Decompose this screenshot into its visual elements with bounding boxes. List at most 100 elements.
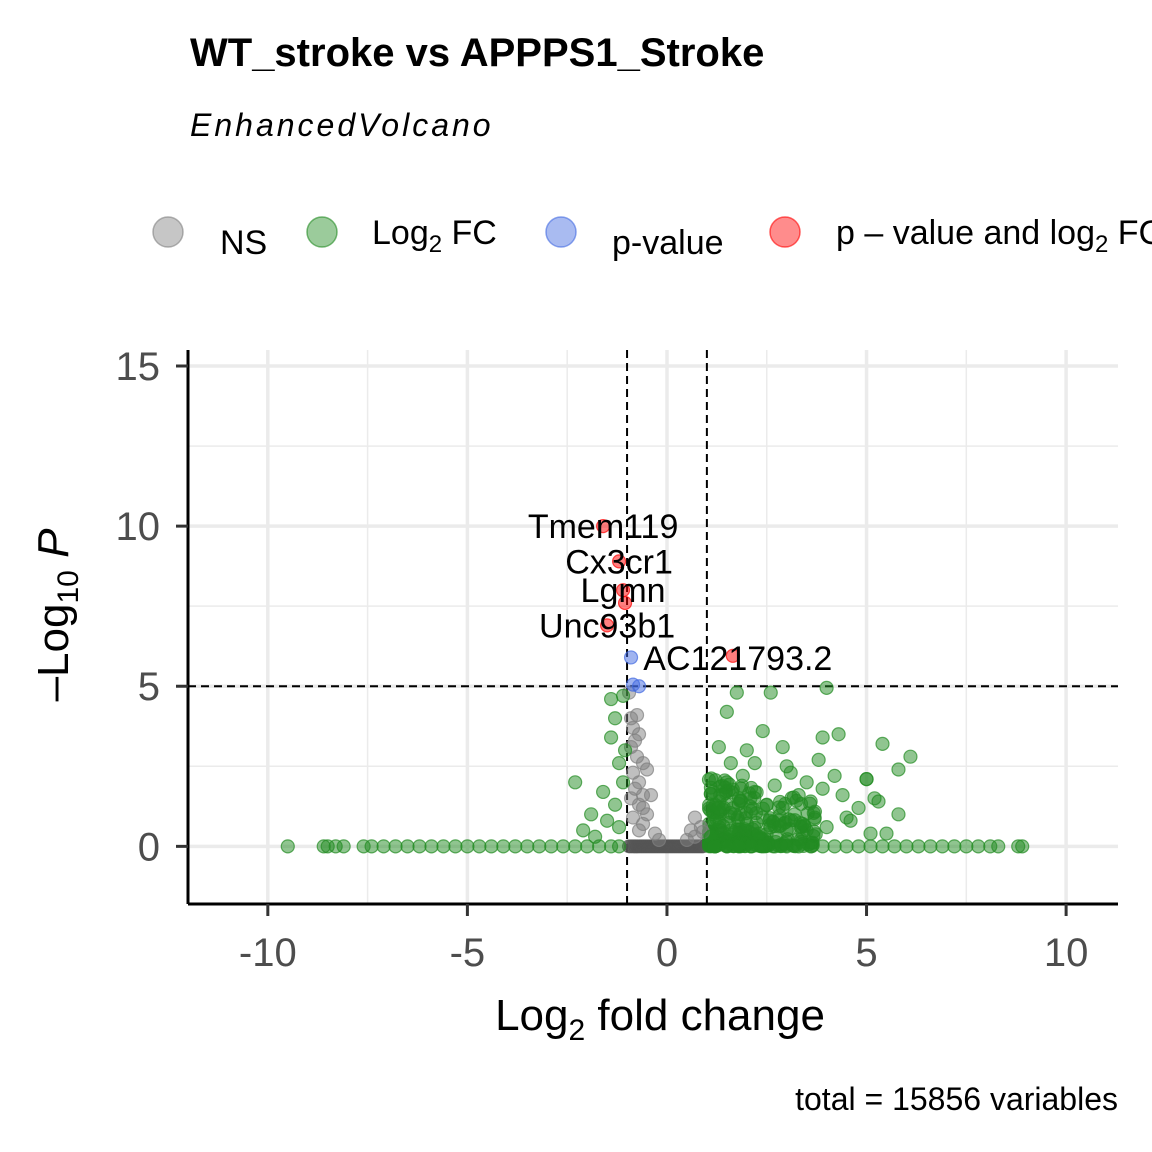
- data-point: [412, 839, 427, 854]
- data-point: [611, 839, 627, 854]
- data-point: [719, 704, 734, 719]
- data-point: [755, 810, 770, 825]
- data-point: [611, 554, 627, 569]
- data-point: [707, 839, 722, 854]
- data-point: [615, 688, 631, 703]
- data-point: [617, 595, 633, 611]
- data-point: [625, 810, 641, 825]
- legend-label: p – value and log2 FC: [836, 214, 1152, 258]
- data-point: [839, 839, 854, 854]
- data-point: [496, 839, 511, 854]
- y-axis-title: –Log10 P: [29, 528, 85, 702]
- data-point: [617, 743, 633, 758]
- data-point: [643, 788, 659, 803]
- x-tick-label: 0: [656, 931, 678, 975]
- data-point: [584, 807, 599, 822]
- data-point: [336, 839, 351, 854]
- data-point: [755, 723, 770, 739]
- data-point: [719, 775, 734, 790]
- series-ns: [621, 685, 710, 848]
- data-point: [727, 807, 742, 822]
- x-tick-label: 10: [1044, 931, 1089, 975]
- data-point: [731, 791, 746, 806]
- axes: -10 -5 0 5 10 0 5 10 15: [116, 345, 1118, 975]
- data-point: [811, 752, 826, 767]
- data-point: [879, 826, 894, 841]
- data-point: [795, 816, 810, 832]
- legend-key: [306, 216, 338, 248]
- data-point: [576, 823, 591, 838]
- data-point: [615, 775, 631, 790]
- data-point: [400, 839, 415, 854]
- data-point: [851, 800, 866, 816]
- data-point: [599, 618, 615, 633]
- legend-item-ns: NS: [152, 216, 267, 262]
- data-point: [763, 685, 778, 700]
- data-point: [947, 839, 962, 854]
- data-point: [827, 768, 842, 784]
- data-point: [859, 772, 874, 787]
- data-point: [875, 839, 890, 854]
- data-point: [731, 839, 746, 854]
- data-point: [959, 839, 974, 854]
- data-point: [603, 730, 619, 745]
- data-point: [779, 839, 794, 854]
- chart-subtitle: EnhancedVolcano: [190, 107, 494, 143]
- gene-label: Unc93b1: [539, 607, 675, 645]
- caption: total = 15856 variables: [795, 1081, 1118, 1117]
- data-point: [472, 839, 487, 854]
- data-point: [791, 788, 806, 803]
- data-point: [639, 762, 655, 777]
- legend-key: [152, 216, 184, 248]
- y-tick-label: 10: [116, 505, 161, 549]
- gene-label: Tmem119: [528, 508, 679, 546]
- data-point: [827, 839, 842, 854]
- legend: NS Log2 FC p-value p – value and log2 FC: [152, 214, 1152, 262]
- data-point: [747, 755, 762, 771]
- legend-key: [545, 216, 577, 248]
- data-point: [923, 839, 938, 854]
- data-point: [711, 800, 726, 816]
- data-point: [568, 775, 583, 790]
- chart-title: WT_stroke vs APPPS1_Stroke: [190, 31, 764, 75]
- data-point: [599, 813, 615, 828]
- data-point: [596, 784, 611, 800]
- legend-item-p: p-value: [545, 216, 724, 262]
- data-point: [532, 839, 547, 854]
- data-point: [891, 807, 906, 822]
- data-point: [635, 800, 651, 816]
- data-point: [376, 839, 391, 854]
- data-point: [799, 775, 814, 790]
- data-point: [767, 778, 782, 793]
- data-point: [739, 743, 754, 758]
- data-point: [807, 810, 822, 825]
- data-point: [971, 839, 986, 854]
- data-point: [631, 823, 647, 838]
- data-point: [815, 839, 830, 854]
- data-point: [596, 519, 611, 534]
- data-point: [835, 788, 850, 803]
- legend-label: NS: [220, 224, 267, 262]
- data-point: [715, 788, 730, 803]
- data-point: [747, 784, 762, 800]
- data-point: [719, 839, 734, 854]
- data-point: [739, 816, 754, 832]
- series-p-value-and-log2-fc: [596, 519, 740, 663]
- data-point: [588, 829, 603, 844]
- y-tick-label: 5: [138, 665, 160, 709]
- data-point: [725, 648, 740, 663]
- data-point: [460, 839, 475, 854]
- data-point: [887, 839, 902, 854]
- legend-label: p-value: [612, 224, 724, 262]
- data-point: [436, 839, 451, 854]
- data-point: [611, 755, 627, 771]
- data-point: [775, 800, 790, 816]
- data-point: [775, 739, 790, 755]
- data-point: [803, 794, 818, 809]
- data-point: [280, 839, 295, 854]
- y-tick-label: 15: [116, 345, 161, 389]
- data-point: [711, 739, 726, 755]
- data-point: [851, 839, 866, 854]
- data-point: [743, 839, 758, 854]
